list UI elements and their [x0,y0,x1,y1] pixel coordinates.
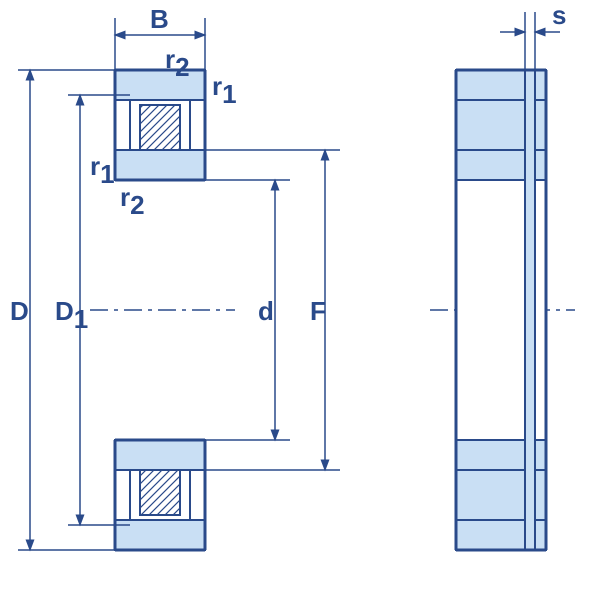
label-r2-bottom: r2 [120,182,145,220]
label-D1: D1 [55,296,88,334]
dim-B: B [115,4,205,70]
label-F: F [310,296,326,326]
label-r1-left: r1 [90,151,115,189]
side-plate [525,70,535,550]
right-view [430,70,575,550]
bearing-diagram: B s D D1 d F r2 r1 [0,0,600,600]
label-r1-top: r1 [212,71,237,109]
dim-s: s [500,0,566,70]
label-B: B [150,4,169,34]
left-view [90,70,235,550]
inner-ring-top [115,150,205,180]
label-d: d [258,296,274,326]
roller-bottom [140,470,180,515]
label-s: s [552,0,566,30]
roller-top [140,105,180,150]
label-D: D [10,296,29,326]
inner-ring-bottom [115,440,205,470]
